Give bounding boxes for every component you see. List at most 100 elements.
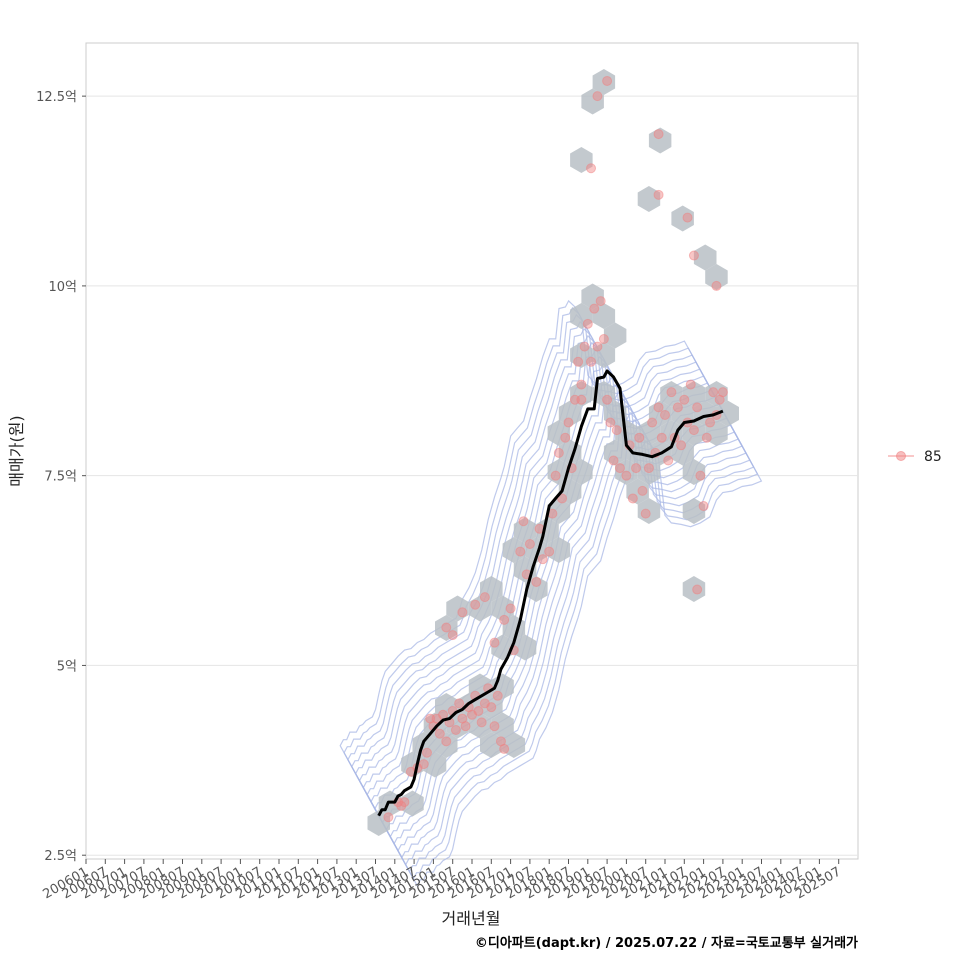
data-point bbox=[656, 432, 667, 443]
data-point bbox=[553, 447, 564, 458]
hexbin-cell bbox=[693, 244, 717, 271]
data-point bbox=[592, 341, 603, 352]
data-point bbox=[679, 394, 690, 405]
hexbin-cell bbox=[592, 381, 616, 407]
data-point bbox=[473, 705, 484, 716]
hexbin-cell bbox=[547, 498, 571, 524]
hexbin-cell bbox=[671, 400, 694, 427]
data-point bbox=[647, 417, 658, 428]
data-point bbox=[434, 728, 445, 739]
y-tick-label: 10억 bbox=[48, 280, 77, 295]
trend-line bbox=[377, 369, 724, 817]
hexbin-layer bbox=[367, 69, 739, 836]
trend-line-layer bbox=[377, 369, 724, 817]
data-point bbox=[653, 129, 664, 140]
hexbin-cell bbox=[570, 303, 593, 329]
data-point bbox=[441, 736, 452, 747]
legend-label: 85 bbox=[924, 449, 942, 465]
hexbin-cell bbox=[592, 342, 616, 368]
data-point bbox=[695, 470, 706, 481]
data-point bbox=[576, 394, 587, 405]
data-point bbox=[586, 163, 597, 174]
data-point bbox=[634, 432, 645, 443]
data-point bbox=[579, 341, 590, 352]
data-point bbox=[450, 724, 461, 735]
data-point bbox=[563, 417, 574, 428]
data-point bbox=[682, 212, 693, 223]
data-point bbox=[383, 812, 394, 823]
legend-key-point bbox=[896, 451, 906, 461]
data-point bbox=[457, 607, 468, 618]
hexbin-cell bbox=[547, 420, 571, 446]
data-point bbox=[676, 440, 687, 451]
data-point bbox=[592, 91, 603, 102]
hexbin-cell bbox=[547, 537, 571, 563]
data-point bbox=[602, 394, 613, 405]
data-point bbox=[492, 690, 503, 701]
data-point bbox=[531, 576, 542, 587]
density-contour bbox=[339, 299, 763, 887]
data-point bbox=[576, 379, 587, 390]
data-point bbox=[595, 296, 606, 307]
hexbin-cell bbox=[491, 595, 514, 622]
data-point bbox=[586, 356, 597, 367]
data-point bbox=[460, 721, 471, 732]
data-point bbox=[441, 622, 452, 633]
hexbin-cell bbox=[446, 595, 469, 622]
data-point bbox=[505, 603, 516, 614]
data-point bbox=[621, 470, 632, 481]
data-point bbox=[550, 470, 561, 481]
data-point bbox=[560, 432, 571, 443]
data-point bbox=[637, 485, 648, 496]
data-point bbox=[479, 592, 490, 603]
data-point bbox=[708, 387, 719, 398]
hexbin-cell bbox=[660, 381, 683, 407]
y-tick-label: 7.5억 bbox=[44, 470, 77, 485]
data-point bbox=[399, 797, 410, 808]
data-point bbox=[589, 303, 600, 314]
data-point bbox=[631, 463, 642, 474]
hexbin-cell bbox=[435, 615, 458, 641]
y-tick-label: 12.5억 bbox=[36, 90, 77, 105]
data-point bbox=[660, 409, 670, 420]
hexbin-cell bbox=[603, 322, 627, 349]
plot-panel bbox=[85, 42, 859, 860]
data-point bbox=[470, 599, 481, 610]
data-point bbox=[476, 717, 487, 728]
data-point bbox=[421, 747, 432, 758]
data-point bbox=[605, 417, 616, 428]
hexbin-cell bbox=[581, 88, 604, 115]
y-axis-ticks: 2.5억 5억 7.5억 10억 12.5억 bbox=[36, 90, 86, 864]
data-point bbox=[544, 546, 555, 557]
data-point bbox=[537, 554, 548, 565]
data-point bbox=[518, 516, 529, 527]
data-point bbox=[627, 493, 638, 504]
hexbin-cell bbox=[581, 283, 604, 310]
data-point bbox=[582, 318, 593, 329]
hexbin-cell bbox=[716, 400, 739, 427]
x-axis-title: 거래년월 bbox=[442, 909, 501, 928]
hexbin-cell bbox=[705, 264, 728, 290]
hexbin-cell bbox=[525, 576, 548, 602]
hexbin-cell bbox=[513, 634, 537, 661]
data-point bbox=[489, 721, 500, 732]
hexbin-cell bbox=[570, 381, 593, 407]
data-point bbox=[454, 698, 465, 709]
data-point bbox=[711, 280, 722, 291]
hexbin-cell bbox=[592, 69, 616, 95]
y-tick-label: 5억 bbox=[57, 659, 77, 674]
data-point bbox=[692, 402, 703, 413]
hexbin-cell bbox=[491, 712, 514, 739]
data-point bbox=[717, 387, 728, 398]
data-point bbox=[705, 417, 716, 428]
data-point bbox=[611, 425, 622, 436]
data-point bbox=[653, 402, 664, 413]
data-point bbox=[499, 614, 510, 625]
data-point bbox=[653, 189, 664, 200]
data-point bbox=[643, 463, 654, 474]
data-point bbox=[663, 455, 674, 466]
data-point bbox=[598, 334, 609, 345]
hexbin-cell bbox=[423, 751, 447, 778]
gridlines bbox=[86, 95, 858, 856]
